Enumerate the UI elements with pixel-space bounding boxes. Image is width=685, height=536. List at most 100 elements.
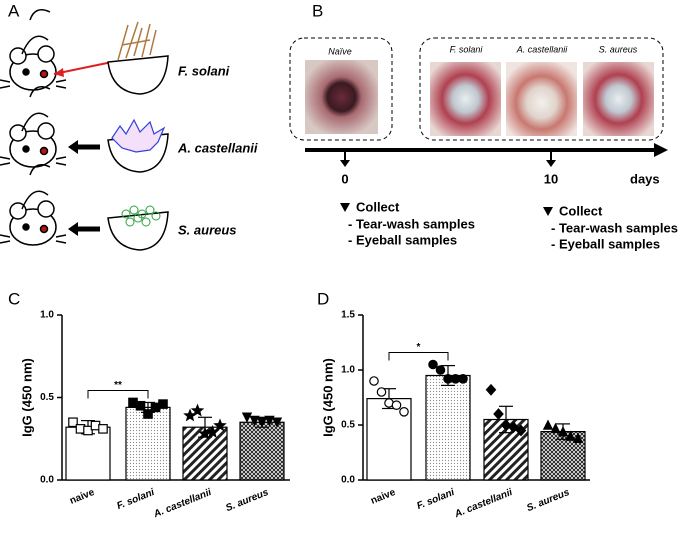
x-tick-label: naive xyxy=(68,487,96,507)
data-point xyxy=(98,424,108,434)
x-tick-label: S. aureus xyxy=(525,487,571,514)
y-tick-label: 1.0 xyxy=(40,310,54,321)
pathogen-label: S. aureus xyxy=(178,222,237,237)
panel-label: A xyxy=(8,1,20,20)
arrowhead xyxy=(68,140,78,154)
photo xyxy=(506,62,577,136)
photo-label: Naïve xyxy=(328,46,352,56)
data-point xyxy=(428,359,438,370)
significance-label: ** xyxy=(114,380,122,391)
significance-bracket xyxy=(87,389,149,399)
group-box xyxy=(289,37,393,141)
y-tick-label: 0.0 xyxy=(40,475,54,486)
x-tick-label: F. solani xyxy=(115,487,156,512)
pathogen-label: F. solani xyxy=(178,63,230,78)
arrow xyxy=(53,61,113,75)
data-point xyxy=(264,415,275,427)
y-axis-label: IgG (450 nm) xyxy=(320,358,335,437)
arrowhead xyxy=(54,68,64,77)
data-point xyxy=(256,417,268,428)
data-point xyxy=(572,432,584,443)
x-tick-label: A. castellanii xyxy=(151,487,213,521)
bar xyxy=(125,406,171,481)
dish xyxy=(107,55,169,95)
time-label: 10 xyxy=(544,171,558,186)
data-point xyxy=(135,400,146,411)
data-point xyxy=(271,417,283,428)
timeline-arrowhead xyxy=(654,143,668,157)
mouse xyxy=(0,86,67,168)
bar xyxy=(239,421,285,481)
mouse xyxy=(0,9,67,91)
photo-label: A. castellanii xyxy=(516,44,569,54)
x-tick-label: S. aureus xyxy=(224,487,270,514)
y-tick-label: 1.0 xyxy=(341,365,355,376)
photo xyxy=(583,62,654,136)
collect-item: - Eyeball samples xyxy=(348,232,457,247)
collect-heading: Collect xyxy=(356,199,400,214)
data-point xyxy=(500,419,512,431)
x-tick-label: naive xyxy=(369,487,397,507)
y-tick-label: 0.5 xyxy=(40,392,54,403)
data-point xyxy=(565,430,576,441)
data-point xyxy=(143,409,153,419)
panel-label: B xyxy=(312,1,323,20)
data-point xyxy=(458,373,468,384)
y-axis-label: IgG (450 nm) xyxy=(19,358,34,437)
x-tick-label: A. castellanii xyxy=(452,487,514,521)
data-point xyxy=(190,403,205,417)
data-point xyxy=(391,400,402,410)
time-unit: days xyxy=(630,171,660,186)
data-point xyxy=(369,376,379,386)
data-point xyxy=(213,418,227,432)
amoeba xyxy=(111,118,166,153)
collect-marker xyxy=(543,207,553,216)
photo xyxy=(305,60,378,134)
data-point xyxy=(557,426,569,437)
data-point xyxy=(83,425,93,436)
data-point xyxy=(376,387,387,397)
time-tick-head xyxy=(340,160,350,167)
data-point xyxy=(508,421,519,434)
significance-bracket xyxy=(388,352,449,361)
photos xyxy=(289,37,664,141)
pathogen-label: A. castellanii xyxy=(177,140,258,155)
mouse xyxy=(0,164,67,246)
y-tick-label: 1.5 xyxy=(341,310,355,321)
data-point xyxy=(249,415,260,427)
data-point xyxy=(158,399,168,409)
panel-label: C xyxy=(8,289,20,308)
photo xyxy=(430,62,501,136)
collect-marker xyxy=(340,203,350,212)
data-point xyxy=(241,412,253,423)
dish xyxy=(107,211,169,251)
data-point xyxy=(435,365,446,375)
data-point xyxy=(183,408,197,422)
data-point xyxy=(485,383,497,396)
data-point xyxy=(542,419,554,430)
data-point xyxy=(399,406,409,417)
photo-label: F. solani xyxy=(450,44,484,54)
mouse-illustrations xyxy=(0,9,169,251)
group-box xyxy=(419,37,664,141)
bacteria xyxy=(121,205,161,227)
significance-label: * xyxy=(417,342,421,353)
fungus xyxy=(117,21,157,61)
y-tick-label: 0.5 xyxy=(341,420,355,431)
bar xyxy=(425,374,471,481)
photo-label: S. aureus xyxy=(599,44,638,54)
time-tick-head xyxy=(546,160,556,167)
arrowhead xyxy=(68,222,78,236)
collect-item: - Tear-wash samples xyxy=(551,220,678,235)
collect-item: - Tear-wash samples xyxy=(348,216,475,231)
y-tick-label: 0.0 xyxy=(341,475,355,486)
time-label: 0 xyxy=(341,171,348,186)
data-point xyxy=(550,422,561,434)
x-tick-label: F. solani xyxy=(415,487,456,512)
collect-item: - Eyeball samples xyxy=(551,236,660,251)
data-point xyxy=(68,417,78,428)
panel-label: D xyxy=(317,289,329,308)
data-point xyxy=(493,408,504,420)
collect-heading: Collect xyxy=(559,203,603,218)
